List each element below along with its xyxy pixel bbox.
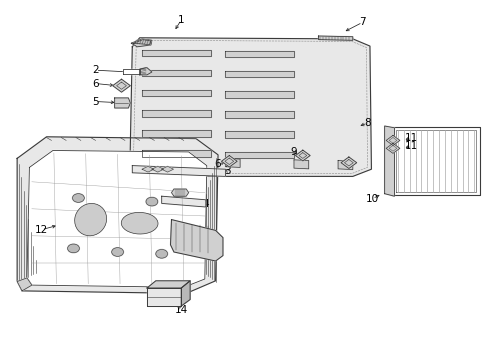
Polygon shape [318,36,353,40]
Polygon shape [142,90,211,96]
Polygon shape [171,220,223,261]
Polygon shape [142,150,211,157]
Polygon shape [225,111,294,118]
Polygon shape [386,143,400,153]
Polygon shape [142,110,211,117]
Polygon shape [225,152,294,158]
Text: 6: 6 [215,159,221,169]
Text: 12: 12 [35,225,49,235]
Circle shape [73,194,84,202]
Polygon shape [115,98,130,108]
Polygon shape [172,189,189,196]
Ellipse shape [122,212,158,234]
Text: 2: 2 [92,65,99,75]
Text: 7: 7 [359,17,366,27]
Polygon shape [162,166,173,172]
Polygon shape [17,137,218,293]
Polygon shape [132,166,225,176]
Polygon shape [385,126,394,196]
Polygon shape [113,79,130,92]
Polygon shape [386,135,400,145]
Polygon shape [142,70,211,76]
Polygon shape [131,39,152,47]
Polygon shape [17,278,32,291]
Text: 6: 6 [92,78,99,89]
Polygon shape [221,156,237,167]
Polygon shape [140,68,152,75]
Polygon shape [225,131,294,138]
Text: 5: 5 [92,96,99,107]
Ellipse shape [74,203,107,236]
Text: 11: 11 [405,132,418,143]
Polygon shape [392,127,480,195]
Polygon shape [295,150,310,161]
Polygon shape [152,166,164,172]
Polygon shape [142,50,211,56]
Polygon shape [133,40,151,45]
Circle shape [146,197,158,206]
Polygon shape [27,150,207,287]
Circle shape [112,248,123,256]
Polygon shape [142,166,154,172]
Text: 4: 4 [202,199,209,210]
Polygon shape [225,51,294,57]
Text: 9: 9 [291,147,297,157]
Polygon shape [338,161,353,170]
Text: 10: 10 [366,194,379,204]
Text: 14: 14 [174,305,188,315]
Circle shape [156,249,168,258]
Polygon shape [147,288,181,306]
Polygon shape [147,281,190,288]
Text: 3: 3 [224,166,231,176]
Polygon shape [225,91,294,98]
Polygon shape [123,69,140,74]
Polygon shape [130,38,371,176]
Polygon shape [225,158,240,167]
Polygon shape [181,281,190,306]
Polygon shape [341,157,357,168]
Polygon shape [225,71,294,77]
Polygon shape [142,130,211,137]
Text: 13: 13 [173,233,187,243]
Text: 1: 1 [178,15,185,25]
Polygon shape [294,160,309,169]
Text: 11: 11 [405,141,418,151]
Text: 8: 8 [364,118,371,128]
Polygon shape [162,196,206,207]
Circle shape [68,244,79,253]
